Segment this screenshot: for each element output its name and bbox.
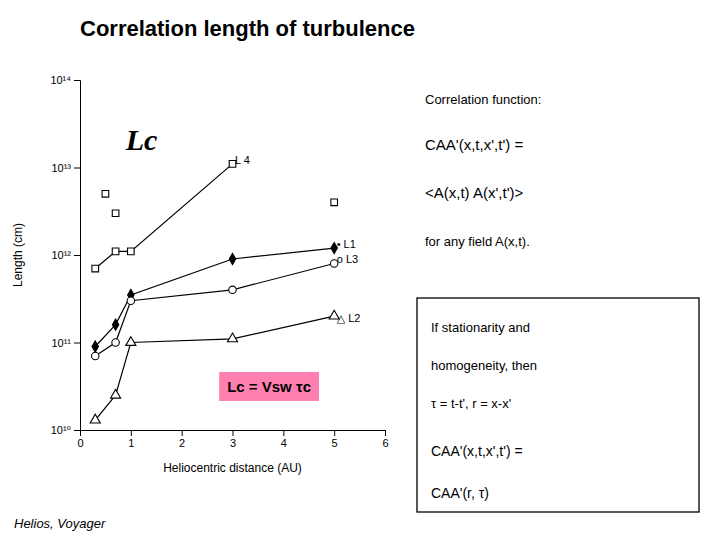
tick-label: 4 — [281, 437, 287, 449]
tick: 4 — [281, 430, 287, 449]
series — [92, 260, 338, 360]
tick-mark — [182, 430, 183, 436]
annotation: • L1 — [337, 238, 356, 250]
tick-mark — [131, 430, 132, 436]
tick: 2 — [179, 430, 185, 449]
tick-label: 0 — [77, 437, 83, 449]
note-box-frame — [417, 298, 699, 512]
note: CAA'(x,t,x',t') = — [425, 136, 523, 153]
series — [102, 191, 337, 217]
tick-mark — [74, 80, 80, 81]
tick: 3 — [230, 430, 236, 449]
title: Correlation length of turbulence — [80, 16, 415, 41]
tick: 1 — [128, 430, 134, 449]
tick-mark — [334, 430, 335, 436]
notes: Correlation function: CAA'(x,t,x',t') = <A… — [425, 92, 541, 249]
marker — [229, 286, 236, 293]
marker — [331, 199, 338, 206]
tick: 0 — [77, 430, 83, 449]
tick: 6 — [382, 430, 388, 449]
tick-mark — [74, 430, 80, 431]
tick: 10¹² — [51, 249, 80, 261]
annotation: L 4 — [235, 154, 250, 166]
marker — [92, 265, 99, 272]
annotation: o L3 — [337, 253, 358, 265]
tick-label: 5 — [332, 437, 338, 449]
marker — [229, 253, 235, 264]
annotation: Lc = Vsw τc — [227, 378, 311, 395]
note-box: If stationarity and homogeneity, then τ = … — [417, 298, 699, 512]
marker — [128, 248, 135, 255]
marker — [112, 248, 119, 255]
series — [92, 161, 236, 272]
tick-label: 10¹³ — [51, 162, 71, 174]
line — [95, 164, 232, 269]
line — [95, 263, 334, 356]
x-axis: 0 1 2 3 4 5 6 — [77, 430, 388, 449]
note: τ = t-t', r = x-x' — [431, 396, 511, 411]
axis-line — [81, 431, 386, 437]
tick: 5 — [332, 430, 338, 449]
tick-label: 10¹¹ — [51, 337, 71, 349]
tick: 10¹¹ — [51, 337, 80, 349]
tick-label: 2 — [179, 437, 185, 449]
marker — [227, 333, 237, 342]
line — [95, 316, 334, 420]
marker — [92, 352, 99, 359]
marker — [102, 191, 109, 198]
marker — [92, 341, 98, 352]
y-axis: 10¹⁰ 10¹¹ 10¹² 10¹³ 10¹⁴ — [50, 74, 80, 436]
tick: 10¹³ — [51, 162, 80, 174]
tick-mark — [74, 168, 80, 169]
marker — [112, 339, 119, 346]
line — [95, 248, 334, 346]
annotation: Lc — [125, 123, 158, 156]
tick-label: 10¹⁴ — [50, 74, 71, 86]
tick-label: 1 — [128, 437, 134, 449]
note: CAA'(x,t,x',t') = — [431, 443, 523, 459]
tick-mark — [74, 343, 80, 344]
tick-mark — [283, 430, 284, 436]
note: CAA'(r, τ) — [431, 485, 489, 501]
note: Correlation function: — [425, 92, 541, 107]
tick-label: 10¹⁰ — [51, 424, 72, 436]
marker — [111, 389, 121, 398]
note: If stationarity and — [431, 320, 530, 335]
note: for any field A(x,t). — [425, 234, 530, 249]
x-axis-title: Heliocentric distance (AU) — [163, 461, 302, 475]
series — [90, 310, 339, 423]
note: homogeneity, then — [431, 358, 537, 373]
y-axis-title: Length (cm) — [11, 223, 25, 287]
annotation-box — [219, 372, 319, 401]
annotation: △ L2 — [337, 312, 361, 324]
tick-label: 6 — [382, 437, 388, 449]
tick-mark — [74, 255, 80, 256]
tick: 10¹⁰ — [51, 424, 80, 436]
marker — [90, 414, 100, 423]
tick-label: 10¹² — [51, 249, 71, 261]
tick: 10¹⁴ — [50, 74, 80, 86]
tick-mark — [385, 430, 386, 436]
plot-area — [90, 161, 339, 423]
chart: Correlation length of turbulence 0 1 2 3 4 5 6 1… — [0, 0, 720, 540]
caption: Helios, Voyager — [14, 516, 106, 531]
series — [92, 242, 337, 352]
annotations: L 4 • L1 o L3 △ L2 Lc Lc = Vsw τc — [125, 123, 361, 401]
note: <A(x,t) A(x',t')> — [425, 184, 523, 201]
axis-line — [74, 81, 81, 431]
tick-label: 3 — [230, 437, 236, 449]
marker — [112, 319, 118, 330]
tick-mark — [233, 430, 234, 436]
marker — [126, 337, 136, 346]
marker — [127, 297, 134, 304]
marker — [112, 210, 119, 217]
